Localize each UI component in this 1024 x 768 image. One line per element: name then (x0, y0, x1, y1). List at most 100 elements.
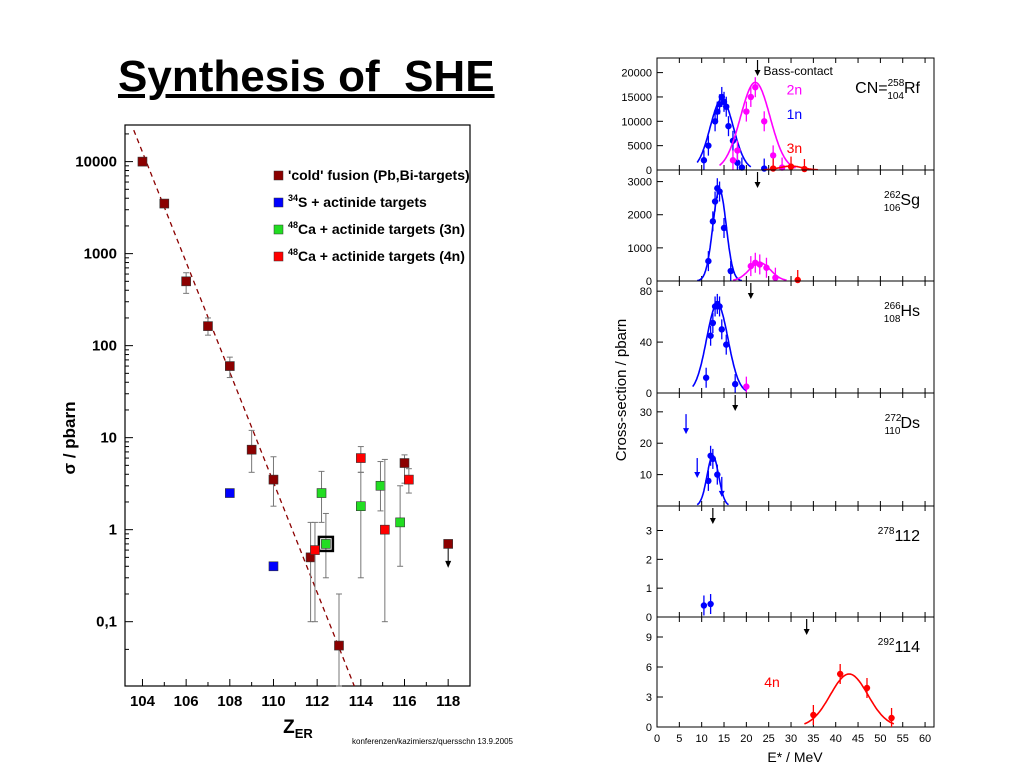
data-point (399, 458, 410, 468)
data-point (731, 380, 739, 388)
threshold-arrowhead (803, 629, 810, 635)
data-point (705, 257, 712, 265)
data-point (729, 157, 737, 164)
x-tick-label: 25 (763, 733, 775, 745)
data-point (268, 561, 279, 572)
x-tick-label: 60 (919, 733, 931, 745)
panel-e112: 0 1 2 3 278112 (646, 505, 935, 624)
data-point (334, 640, 344, 651)
data-point (888, 714, 895, 722)
panel-rf: 0 5000 10000 15000 20000 Bass-contact CN=258 10… (621, 57, 935, 177)
data-point (772, 274, 779, 281)
panel-frame (656, 505, 935, 618)
x-tick-label: 50 (874, 733, 886, 745)
y-tick-label: 30 (640, 407, 652, 419)
data-point (137, 156, 148, 167)
data-point (707, 332, 714, 339)
data-point (723, 341, 730, 348)
data-point (725, 122, 732, 130)
legend-marker (273, 251, 284, 262)
data-point (738, 164, 746, 171)
y-tick-label: 3000 (628, 177, 652, 189)
threshold-arrowhead (754, 70, 761, 76)
legend-marker (273, 170, 284, 181)
fit-curve (719, 81, 796, 169)
data-point (743, 383, 750, 390)
highlight-box (317, 535, 335, 553)
nucleus-label: 278112 (878, 526, 920, 545)
x-tick-label: 0 (654, 733, 660, 745)
data-point (225, 488, 235, 498)
y-tick-label: 0 (646, 276, 652, 288)
x-tick-label: 35 (807, 733, 819, 745)
y-tick-label: 0,1 (96, 614, 117, 631)
y-tick-label: 1 (646, 583, 652, 595)
panel-frame (656, 616, 935, 728)
x-axis-label: E* / MeV (767, 749, 823, 765)
data-point (718, 326, 725, 333)
data-point (246, 444, 257, 455)
x-tick-label: 40 (830, 733, 842, 745)
upper-limit-arrowhead (683, 428, 690, 435)
threshold-arrowhead (747, 293, 754, 299)
data-point (756, 261, 763, 268)
data-point (203, 321, 213, 331)
y-tick-label: 100 (92, 338, 117, 355)
data-point (761, 118, 768, 125)
panel-frame (656, 392, 935, 507)
y-tick-label: 3 (646, 526, 652, 538)
x-tick-label: 45 (852, 733, 864, 745)
y-tick-label: 2000 (628, 210, 652, 222)
y-tick-label: 15000 (621, 92, 652, 104)
y-tick-label: 0 (646, 722, 652, 734)
x-tick-label: 114 (349, 693, 374, 710)
nucleus-label: 272 110Ds (884, 413, 920, 437)
x-tick-label: 116 (392, 693, 416, 710)
panel-frame (656, 169, 935, 282)
panel-frame (656, 280, 935, 394)
data-point (700, 602, 708, 609)
data-point (761, 165, 768, 172)
y-tick-label: 20000 (621, 68, 652, 80)
y-tick-label: 10000 (75, 154, 117, 171)
data-point (268, 474, 279, 485)
data-point (702, 374, 710, 381)
x-tick-label: 20 (740, 733, 752, 745)
y-tick-label: 10 (640, 470, 652, 482)
series-label: 4n (764, 674, 780, 690)
y-tick-label: 3 (646, 692, 652, 704)
data-point (181, 276, 191, 287)
data-point (700, 157, 708, 164)
data-point (716, 303, 723, 310)
threshold-arrowhead (709, 518, 716, 524)
data-point (225, 361, 235, 371)
data-point (801, 165, 808, 173)
y-tick-label: 9 (646, 632, 652, 644)
threshold-label: Bass-contact (764, 64, 834, 78)
y-tick-label: 1 (109, 522, 117, 539)
data-point (787, 163, 795, 170)
trend-line (133, 129, 355, 687)
panel-ds: 10 20 30 272 110Ds (640, 392, 935, 507)
data-point (747, 93, 755, 101)
data-point (159, 198, 170, 209)
y-tick-label: 80 (640, 286, 652, 298)
data-point (356, 453, 366, 463)
y-tick-label: 2 (646, 554, 652, 566)
page-title: Synthesis of SHE (118, 52, 495, 101)
data-point (723, 103, 730, 110)
data-point (709, 319, 717, 327)
nucleus-label: 262 106Sg (884, 190, 920, 214)
data-point (794, 276, 801, 284)
legend-marker (273, 224, 284, 235)
data-point (705, 142, 712, 149)
series-label: 3n (787, 140, 803, 156)
legend-entry: 34S + actinide targets (288, 193, 427, 210)
data-point (404, 474, 414, 485)
upper-limit-arrowhead (718, 490, 725, 497)
nucleus-label: 292114 (878, 637, 920, 656)
y-axis-label: Cross-section / pbarn (613, 319, 630, 462)
data-point (769, 152, 777, 159)
series-label: 2n (787, 82, 803, 98)
